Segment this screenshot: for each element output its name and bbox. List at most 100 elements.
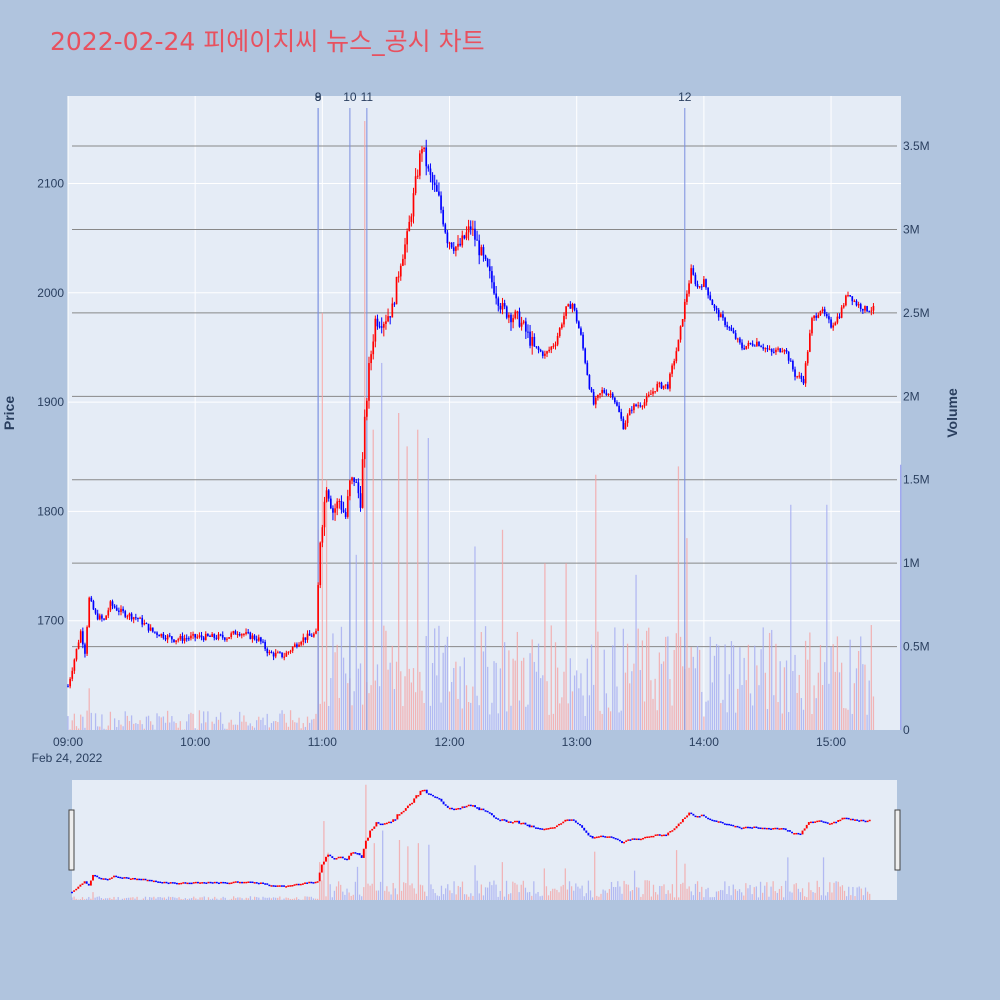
range-candle [425, 789, 428, 794]
range-handle-right[interactable] [894, 809, 901, 871]
range-candle [778, 828, 781, 830]
range-candle [753, 826, 756, 829]
candle-body [535, 346, 538, 348]
news-marker-label: 10 [343, 90, 357, 104]
volume-bar [152, 724, 154, 730]
range-candle [73, 890, 76, 892]
range-candle [650, 835, 653, 838]
candle-body [298, 644, 300, 647]
range-candle [320, 864, 323, 873]
range-candle [96, 875, 99, 878]
candle-body [183, 638, 186, 641]
volume-bar [342, 657, 345, 730]
range-volume-bar [678, 897, 680, 900]
candle-body [643, 402, 646, 407]
volume-bar [809, 632, 811, 730]
range-candle [734, 825, 737, 828]
volume-bar [639, 670, 641, 730]
range-candle [688, 812, 691, 816]
price-tick-label: 1700 [37, 614, 64, 628]
range-candle [188, 882, 191, 885]
range-candle [220, 881, 222, 884]
candle-body [639, 405, 642, 407]
range-candle [285, 886, 288, 888]
range-volume-bar [633, 870, 636, 900]
volume-bar [133, 723, 135, 730]
range-volume-bar [310, 896, 312, 900]
volume-bar [461, 708, 463, 730]
volume-bar [677, 466, 680, 730]
candle-body [870, 310, 873, 312]
range-candle [159, 881, 162, 884]
range-candle [367, 837, 369, 841]
volume-bar [870, 625, 872, 730]
range-candle [671, 830, 674, 832]
volume-bar [571, 691, 574, 730]
range-volume-bar [157, 897, 159, 900]
candle-body [251, 635, 254, 639]
candle-body [736, 338, 739, 340]
range-volume-bar [314, 898, 317, 900]
range-volume-bar [852, 886, 854, 900]
range-volume-bar [382, 830, 384, 900]
candle-body [828, 316, 830, 320]
candle-body [713, 305, 716, 308]
range-candle [146, 879, 149, 882]
range-volume-bar [100, 898, 103, 900]
range-volume-bar [73, 896, 75, 900]
candle-body [459, 243, 461, 246]
candle-body [342, 509, 345, 512]
candle-body [550, 346, 553, 350]
range-handle-left[interactable] [68, 809, 75, 871]
range-volume-bar [176, 898, 178, 900]
candle-body [563, 315, 565, 325]
candle-body [594, 397, 597, 405]
volume-bar [665, 636, 667, 730]
volume-bar [243, 715, 245, 730]
volume-bar [851, 713, 853, 730]
candle-body [601, 389, 603, 394]
volume-bar [718, 645, 720, 730]
candle-body [448, 242, 451, 244]
candle-body [329, 498, 332, 509]
candle-body [389, 316, 392, 318]
range-volume-bar [516, 884, 518, 900]
range-candle [421, 790, 424, 792]
candle-body [497, 298, 500, 306]
volume-bar [372, 429, 374, 730]
range-volume-bar [680, 884, 682, 900]
range-background[interactable] [72, 780, 897, 900]
range-candle [696, 816, 699, 818]
candle-body [107, 610, 110, 616]
candle-body [664, 384, 667, 386]
volume-bar [792, 671, 794, 730]
range-volume-bar [128, 897, 130, 900]
candle-body [722, 314, 724, 318]
range-candle [793, 833, 796, 835]
volume-bar [311, 719, 313, 730]
range-slider[interactable] [68, 780, 901, 900]
volume-bar [292, 720, 294, 730]
range-volume-bar [258, 897, 260, 900]
range-volume-bar [285, 897, 287, 900]
range-candle [104, 878, 107, 880]
range-volume-bar [505, 880, 508, 900]
range-candle [499, 819, 502, 822]
range-candle [770, 828, 772, 830]
range-candle [854, 819, 856, 821]
range-volume-bar [245, 897, 247, 900]
range-candle [129, 878, 132, 880]
candle-body [705, 279, 707, 288]
candle-body [325, 490, 328, 502]
candle-body [168, 635, 171, 637]
range-volume-bar [732, 884, 734, 900]
candle-body [607, 394, 610, 396]
range-candle [765, 827, 768, 830]
candle-body [268, 651, 271, 654]
volume-bar [629, 683, 631, 730]
range-candle [209, 881, 212, 884]
range-volume-bar [316, 898, 319, 900]
range-volume-bar [167, 896, 170, 900]
price-tick-label: 1800 [37, 504, 64, 518]
volume-bar [671, 705, 673, 730]
